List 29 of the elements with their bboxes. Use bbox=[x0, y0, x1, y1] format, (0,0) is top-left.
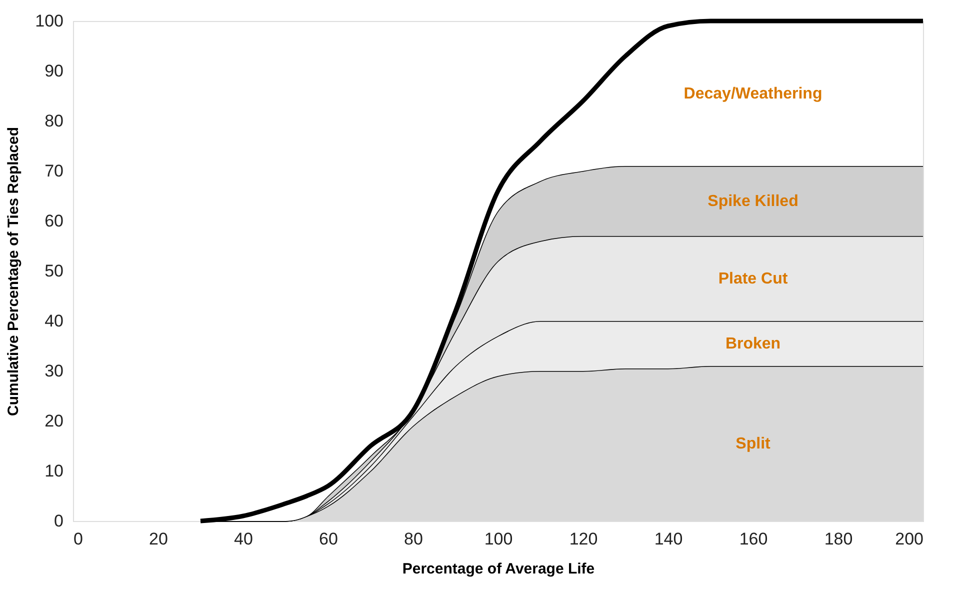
x-tick-label: 40 bbox=[234, 530, 253, 548]
y-tick-label: 70 bbox=[44, 162, 64, 180]
x-tick-label: 200 bbox=[895, 530, 924, 548]
series-label: Split bbox=[736, 436, 771, 452]
y-tick-label: 30 bbox=[44, 362, 64, 380]
y-tick-label: 0 bbox=[54, 512, 64, 530]
x-tick-label: 160 bbox=[739, 530, 768, 548]
x-tick-label: 100 bbox=[484, 530, 513, 548]
x-tick-label: 20 bbox=[149, 530, 168, 548]
y-tick-label: 20 bbox=[44, 412, 64, 430]
series-label: Plate Cut bbox=[718, 270, 788, 288]
x-axis-title: Percentage of Average Life bbox=[402, 560, 595, 578]
y-tick-label: 90 bbox=[44, 62, 64, 80]
y-tick-label: 100 bbox=[35, 12, 64, 30]
y-tick-label: 60 bbox=[44, 212, 64, 230]
y-tick-label: 80 bbox=[44, 112, 64, 130]
y-tick-label: 50 bbox=[44, 262, 64, 280]
x-tick-label: 60 bbox=[319, 530, 338, 548]
x-tick-label: 140 bbox=[654, 530, 683, 548]
x-tick-label: 180 bbox=[824, 530, 853, 548]
y-tick-label: 10 bbox=[44, 462, 64, 480]
y-axis-title: Cumulative Percentage of Ties Replaced bbox=[5, 127, 22, 416]
y-tick-label: 40 bbox=[44, 312, 64, 330]
series-label: Broken bbox=[725, 336, 781, 352]
x-tick-label: 0 bbox=[74, 530, 83, 548]
x-tick-label: 120 bbox=[569, 530, 598, 548]
x-tick-label: 80 bbox=[404, 530, 423, 548]
series-label: Decay/Weathering bbox=[684, 86, 822, 102]
series-label: Spike Killed bbox=[708, 193, 798, 210]
